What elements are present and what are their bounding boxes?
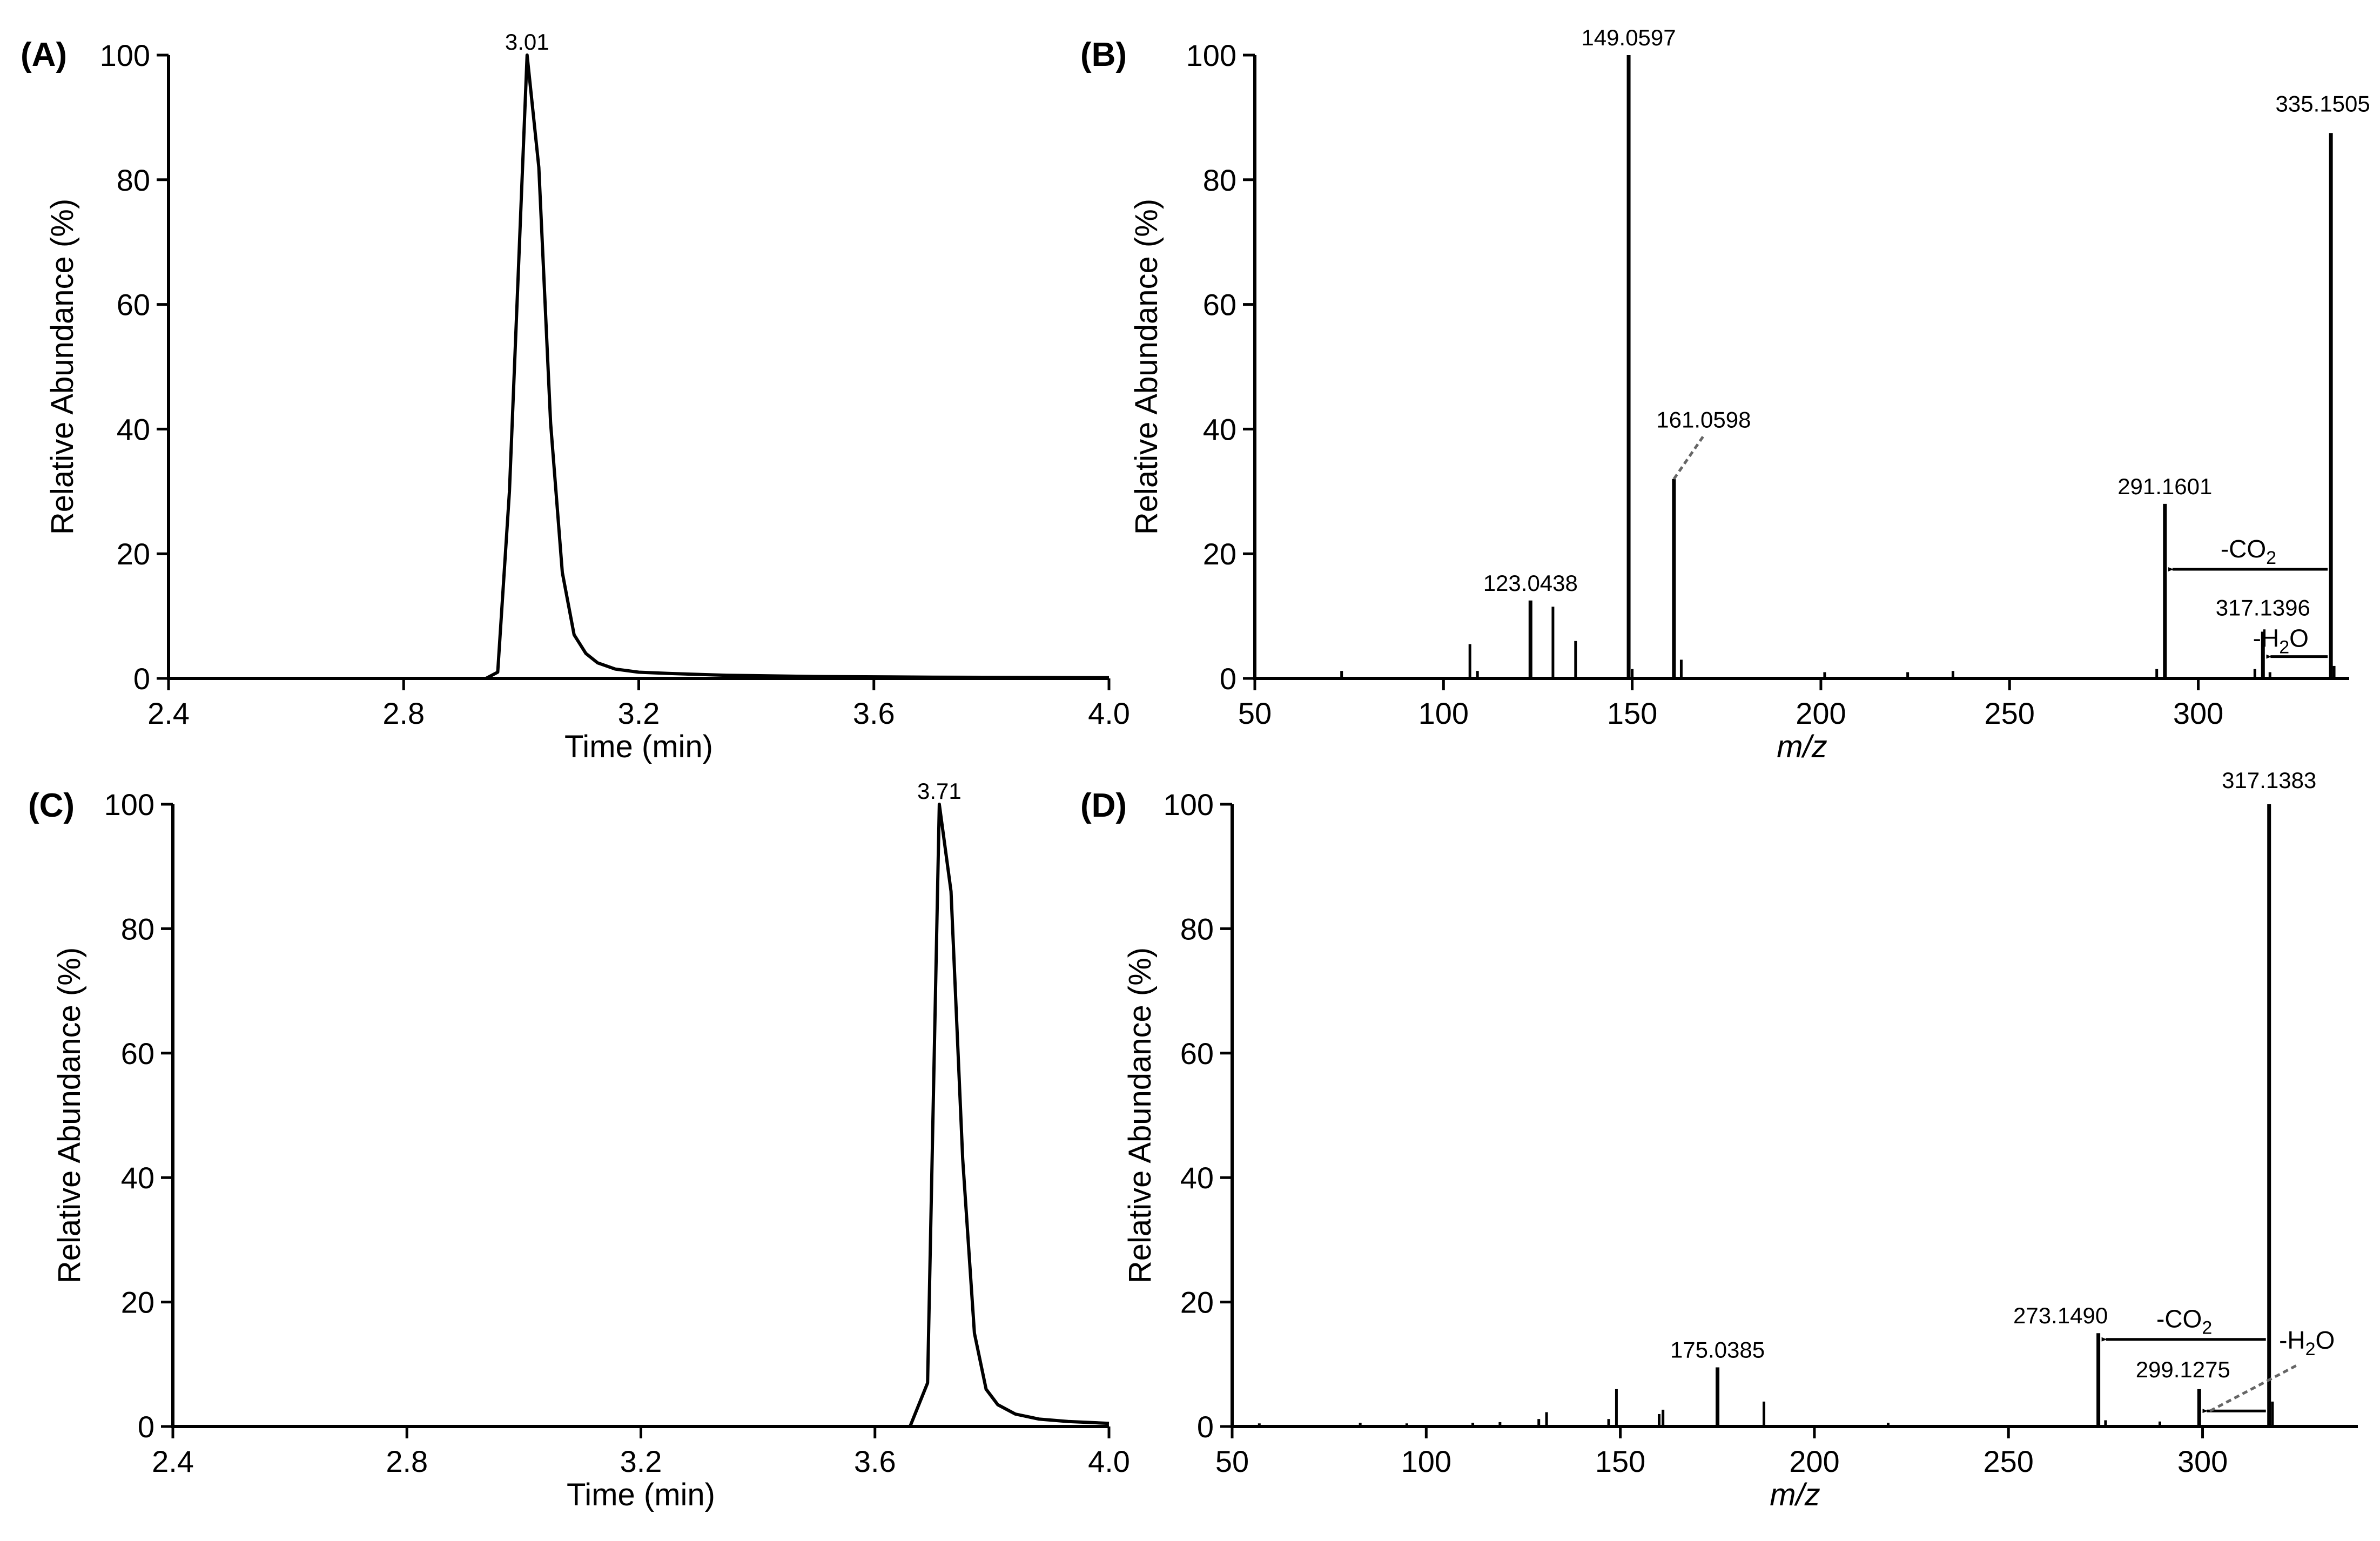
- y-axis-title: Relative Abundance (%): [45, 199, 80, 535]
- y-tick-label: 80: [121, 912, 154, 946]
- y-axis-title: Relative Abundance (%): [1129, 199, 1164, 535]
- x-axis-title: Time (min): [564, 729, 713, 764]
- label-tail: O: [2289, 624, 2309, 652]
- panel-a: (A) 0 20 40 60 80 100 2.4 2.8 3.2 3.6 4.0 Time (min)…: [21, 29, 1130, 764]
- y-tick-label: 80: [117, 163, 150, 197]
- y-tick-label: 0: [138, 1410, 154, 1444]
- label-main: -CO: [2156, 1305, 2202, 1333]
- label-main: -H: [2279, 1326, 2305, 1354]
- x-tick-label: 3.6: [853, 696, 895, 730]
- peak-mz-label: 299.1275: [2136, 1357, 2230, 1382]
- peak-mz-label: 273.1490: [2013, 1303, 2108, 1328]
- y-tick-label: 0: [1197, 1410, 1214, 1444]
- label-tail: O: [2316, 1326, 2335, 1354]
- panel-label: (B): [1080, 36, 1127, 73]
- y-tick-label: 100: [104, 788, 154, 822]
- peak-mz-label: 175.0385: [1670, 1337, 1765, 1363]
- x-tick-label: 2.4: [152, 1444, 194, 1478]
- neutral-loss-label: -CO2: [2156, 1305, 2212, 1338]
- panel-label: (D): [1080, 787, 1127, 824]
- x-tick-label: 2.8: [386, 1444, 428, 1478]
- y-tick-label: 100: [1164, 788, 1214, 822]
- x-tick-label: 50: [1238, 696, 1272, 730]
- x-tick-label: 200: [1789, 1444, 1839, 1478]
- neutral-loss-label: -CO2: [2221, 535, 2276, 568]
- neutral-loss-label: -H2O: [2279, 1326, 2335, 1360]
- peak-mz-label: 123.0438: [1483, 570, 1578, 596]
- x-tick-label: 250: [1984, 1444, 2034, 1478]
- y-tick-label: 20: [1180, 1286, 1214, 1320]
- y-tick-label: 60: [117, 288, 150, 322]
- x-tick-label: 150: [1595, 1444, 1645, 1478]
- panel-label: (A): [21, 36, 67, 73]
- x-tick-label: 200: [1796, 696, 1846, 730]
- x-tick-label: 50: [1215, 1444, 1249, 1478]
- peak-mz-label: 317.1383: [2222, 768, 2316, 793]
- chromatogram-trace: [169, 53, 1110, 680]
- peak-time-label: 3.71: [917, 778, 962, 804]
- y-axis-title: Relative Abundance (%): [52, 947, 87, 1283]
- y-tick-label: 40: [1203, 412, 1236, 446]
- x-tick-label: 300: [2177, 1444, 2228, 1478]
- peak-mz-label: 161.0598: [1656, 407, 1751, 433]
- panel-c: (C) 0 20 40 60 80 100 2.4 2.8 3.2 3.6 4.0 Time (min)…: [28, 778, 1130, 1512]
- y-tick-label: 40: [1180, 1161, 1214, 1195]
- x-tick-label: 3.2: [618, 696, 660, 730]
- peak-mz-label: 149.0597: [1581, 25, 1676, 50]
- x-tick-label: 100: [1401, 1444, 1451, 1478]
- y-tick-label: 40: [121, 1161, 154, 1195]
- peak-mz-label: 317.1396: [2216, 595, 2310, 620]
- x-tick-label: 4.0: [1088, 696, 1130, 730]
- x-tick-label: 150: [1607, 696, 1657, 730]
- peak-leader-line: [1672, 435, 1705, 480]
- panel-b: (B) 0 20 40 60 80 100 50 100 150 200 250 300 m/z Relat…: [1080, 25, 2370, 764]
- x-axis-title: m/z: [1770, 1477, 1820, 1512]
- chromatogram-trace: [173, 803, 1110, 1428]
- y-tick-label: 40: [117, 412, 150, 446]
- x-tick-label: 3.2: [620, 1444, 662, 1478]
- y-tick-label: 0: [1220, 662, 1236, 696]
- label-subscript: 2: [2279, 637, 2289, 658]
- label-subscript: 2: [2202, 1318, 2212, 1338]
- y-tick-label: 60: [1203, 288, 1236, 322]
- peak-mz-label: 335.1505: [2276, 91, 2370, 116]
- y-tick-label: 0: [133, 662, 150, 696]
- label-subscript: 2: [2266, 548, 2276, 568]
- y-tick-label: 20: [121, 1286, 154, 1320]
- y-tick-label: 80: [1180, 912, 1214, 946]
- y-tick-label: 80: [1203, 163, 1236, 197]
- x-axis-title: Time (min): [567, 1477, 715, 1512]
- y-tick-label: 20: [117, 537, 150, 571]
- y-tick-label: 60: [121, 1037, 154, 1071]
- panel-label: (C): [28, 787, 75, 824]
- x-axis-title: m/z: [1777, 729, 1827, 764]
- label-main: -CO: [2221, 535, 2266, 563]
- y-tick-label: 60: [1180, 1037, 1214, 1071]
- y-tick-label: 100: [100, 38, 150, 72]
- y-axis-title: Relative Abundance (%): [1122, 947, 1158, 1283]
- x-tick-label: 100: [1418, 696, 1469, 730]
- label-subscript: 2: [2305, 1339, 2316, 1360]
- panel-d: (D) 0 20 40 60 80 100 50 100 150 200 250 300 m/z Relat…: [1080, 768, 2358, 1512]
- annotation-leader-line: [2209, 1363, 2300, 1412]
- peak-mz-label: 291.1601: [2117, 474, 2212, 499]
- y-tick-label: 20: [1203, 537, 1236, 571]
- y-tick-label: 100: [1186, 38, 1236, 72]
- x-tick-label: 3.6: [854, 1444, 896, 1478]
- x-tick-label: 250: [1985, 696, 2035, 730]
- x-tick-label: 4.0: [1088, 1444, 1130, 1478]
- x-tick-label: 2.8: [382, 696, 425, 730]
- x-tick-label: 300: [2173, 696, 2223, 730]
- peak-time-label: 3.01: [505, 29, 549, 55]
- label-main: -H: [2253, 624, 2280, 652]
- x-tick-label: 2.4: [147, 696, 190, 730]
- neutral-loss-label: -H2O: [2253, 624, 2309, 658]
